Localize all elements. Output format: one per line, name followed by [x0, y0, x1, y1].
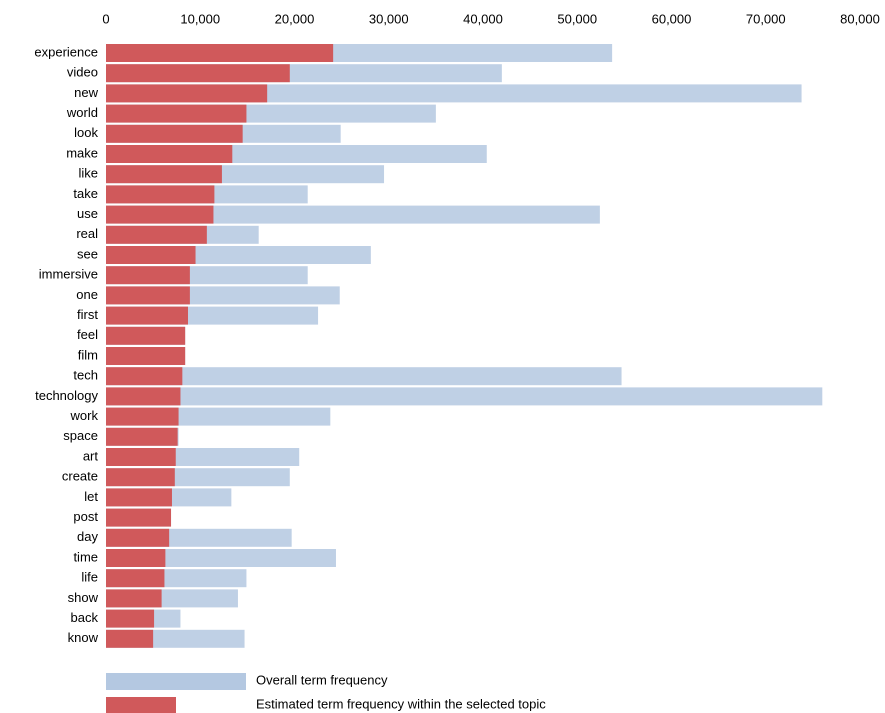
y-tick-label: let	[84, 489, 98, 504]
bar	[106, 306, 188, 325]
bar	[106, 589, 162, 608]
bar	[106, 347, 186, 365]
x-tick-label: 50,000	[557, 11, 597, 26]
y-tick-label: immersive	[39, 267, 98, 282]
bar	[106, 145, 233, 163]
y-tick-label: new	[74, 85, 98, 100]
bar	[106, 407, 179, 426]
bar	[106, 427, 178, 446]
y-tick-label: like	[78, 166, 98, 181]
bar	[106, 387, 823, 406]
y-tick-label: day	[77, 529, 98, 544]
x-tick-label: 20,000	[275, 11, 315, 26]
bar	[106, 549, 166, 567]
y-tick-label: technology	[35, 388, 98, 403]
bar	[106, 44, 334, 62]
y-tick-label: time	[73, 549, 98, 564]
x-tick-label: 70,000	[746, 11, 786, 26]
y-tick-label: life	[81, 570, 98, 585]
bar	[106, 225, 207, 244]
legend-label: Overall term frequency	[256, 672, 388, 687]
y-tick-label: experience	[34, 44, 98, 59]
y-tick-label: tech	[73, 368, 98, 383]
y-tick-label: space	[63, 428, 98, 443]
bar	[106, 84, 802, 103]
bar	[106, 165, 222, 184]
y-tick-label: post	[73, 509, 98, 524]
x-tick-label: 60,000	[652, 11, 692, 26]
bar	[106, 326, 186, 345]
bar	[106, 246, 196, 264]
y-tick-label: look	[74, 125, 98, 140]
y-tick-label: real	[76, 226, 98, 241]
x-tick-label: 80,000	[840, 11, 880, 26]
bar	[106, 387, 181, 406]
bar	[106, 64, 290, 83]
bar	[106, 84, 268, 103]
bar	[106, 367, 183, 386]
bar	[106, 205, 600, 224]
y-tick-label: film	[78, 347, 98, 362]
bar	[106, 286, 190, 305]
bar	[106, 104, 247, 123]
y-tick-label: know	[68, 630, 99, 645]
bar	[106, 185, 215, 204]
y-tick-label: use	[77, 206, 98, 221]
y-tick-label: one	[76, 287, 98, 302]
bar	[106, 488, 172, 507]
bar	[106, 569, 165, 588]
y-tick-label: art	[83, 448, 99, 463]
bar	[106, 205, 214, 224]
bar	[106, 468, 175, 487]
x-tick-label: 10,000	[180, 11, 220, 26]
y-tick-label: show	[68, 590, 99, 605]
legend-swatch	[106, 697, 176, 713]
legend-swatch	[106, 673, 246, 690]
bar	[106, 448, 176, 466]
legend-label: Estimated term frequency within the sele…	[256, 696, 546, 711]
bar	[106, 124, 243, 143]
y-tick-label: feel	[77, 327, 98, 342]
bar	[106, 528, 170, 547]
y-tick-label: take	[73, 186, 98, 201]
y-tick-label: first	[77, 307, 98, 322]
y-tick-label: work	[70, 408, 99, 423]
bar	[106, 508, 172, 527]
bar	[106, 629, 154, 648]
y-tick-label: video	[67, 65, 98, 80]
bar	[106, 367, 622, 386]
y-tick-label: see	[77, 246, 98, 261]
y-tick-label: world	[66, 105, 98, 120]
y-tick-label: make	[66, 145, 98, 160]
x-tick-label: 30,000	[369, 11, 409, 26]
x-tick-label: 0	[102, 11, 109, 26]
bar	[106, 609, 155, 628]
x-tick-label: 40,000	[463, 11, 503, 26]
y-tick-label: back	[71, 610, 99, 625]
y-tick-label: create	[62, 469, 98, 484]
bar	[106, 266, 190, 285]
